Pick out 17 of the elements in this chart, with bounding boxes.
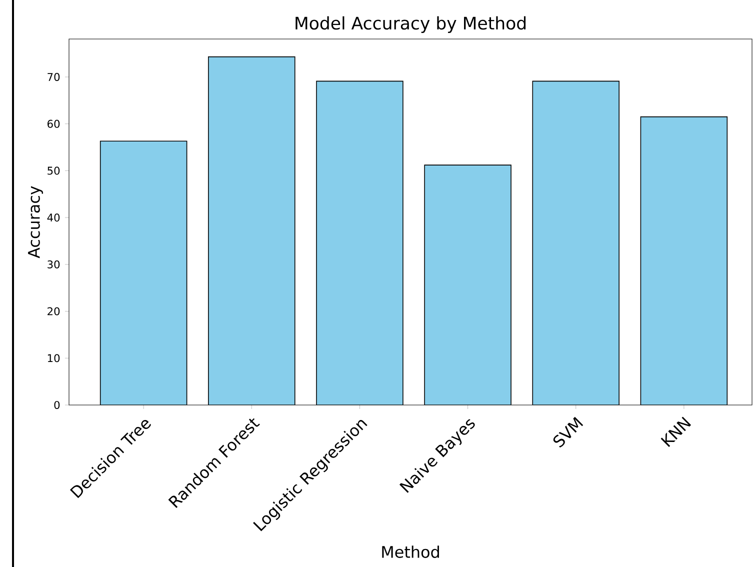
bar <box>208 56 295 405</box>
bar <box>532 81 620 405</box>
y-tick-label: 60 <box>48 120 60 128</box>
y-tick-label: 0 <box>54 400 60 410</box>
y-tick-label: 30 <box>48 260 60 268</box>
y-tick-label: 70 <box>48 72 60 81</box>
y-axis-title: Accuracy <box>28 186 43 258</box>
x-axis-title: Method <box>382 546 439 558</box>
bar <box>100 141 187 405</box>
bar <box>316 81 403 405</box>
chart-title: Model Accuracy by Method <box>296 16 526 33</box>
bar <box>640 116 728 405</box>
y-tick-label: 20 <box>48 307 60 316</box>
y-tick-label: 40 <box>47 214 60 222</box>
y-tick-label: 50 <box>48 166 60 175</box>
y-tick-label: 10 <box>48 354 60 362</box>
bar <box>424 165 512 405</box>
